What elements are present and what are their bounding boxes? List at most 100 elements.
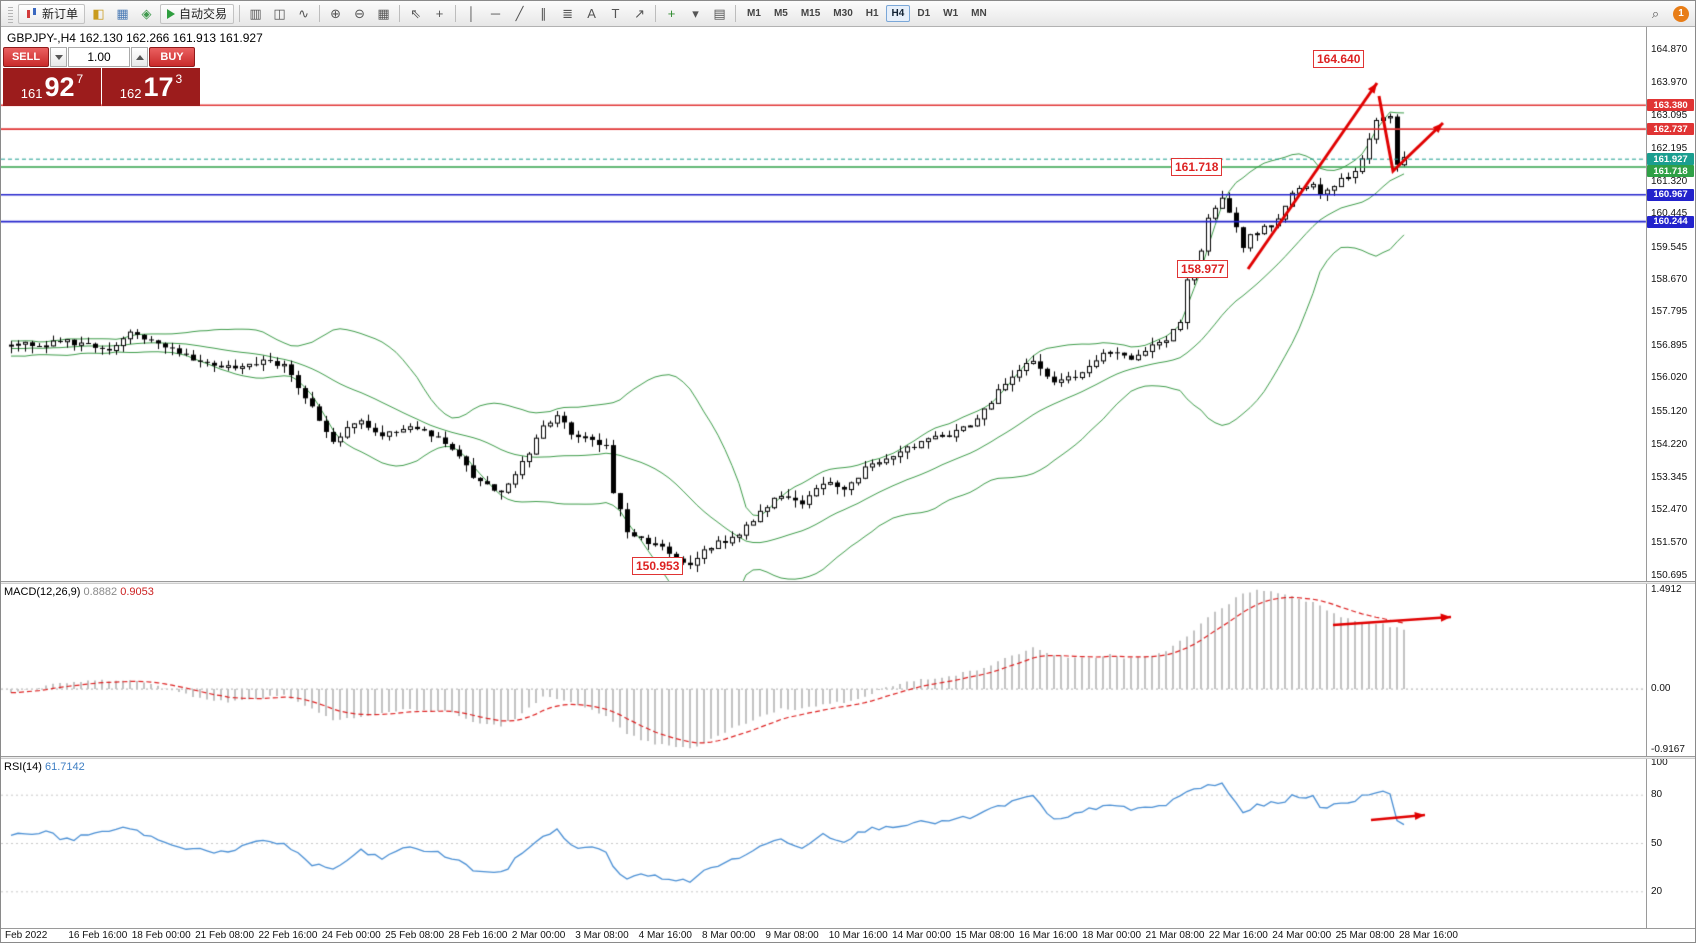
price-annotation[interactable]: 161.718 [1171,157,1223,176]
indicators-icon[interactable]: + [667,6,676,21]
price-annotation[interactable]: 164.640 [1313,49,1365,68]
autotrade-label: 自动交易 [179,7,228,21]
price-axis-tick: 158.670 [1651,274,1688,286]
market-watch-icon[interactable]: ◧ [92,5,105,21]
price-axis-tick: 159.545 [1651,241,1688,253]
time-axis-label: 24 Feb 00:00 [321,930,381,941]
tile-windows-icon[interactable]: ▦ [377,5,390,21]
vertical-line-icon[interactable]: │ [467,6,476,21]
arrow-tool-icon[interactable]: ↗ [634,5,645,21]
timeframe-toolbar: M1 M5 M15 M30 H1 H4 D1 W1 MN [741,5,993,22]
zoom-in-icon[interactable]: ⊕ [330,5,341,21]
timeframe-m1[interactable]: M1 [747,8,761,19]
autotrade-button[interactable]: 自动交易 [160,3,235,24]
price-line-tag[interactable]: 160.967 [1647,188,1694,201]
timeframe-mn[interactable]: MN [971,8,987,19]
time-axis-label: 14 Mar 00:00 [892,930,952,941]
timeframe-m30[interactable]: M30 [833,8,853,19]
equidistant-channel-icon[interactable]: ∥ [540,5,547,21]
buy-price-display[interactable]: 162 17 3 [102,68,200,106]
periods-icon[interactable]: ▾ [692,5,699,21]
sell-price-prefix: 161 [20,86,43,101]
candlestick-chart-icon[interactable]: ◫ [273,5,286,21]
time-axis-label: 21 Feb 08:00 [195,930,255,941]
time-axis-label: 2 Mar 00:00 [511,930,566,941]
timeframe-w1[interactable]: W1 [943,8,959,19]
rsi-axis-tick: 20 [1651,885,1663,897]
time-axis-label: 24 Mar 00:00 [1272,930,1332,941]
price-axis-tick: 163.970 [1651,77,1688,89]
timeframe-h1[interactable]: H1 [865,8,879,19]
search-icon[interactable]: ⌕ [1651,5,1660,21]
price-line-tag[interactable]: 160.244 [1647,215,1694,228]
toolbar-separator [239,5,241,22]
bar-chart-icon[interactable]: ▥ [249,5,262,21]
sell-price-display[interactable]: 161 92 7 [3,68,101,106]
price-line-tag[interactable]: 162.737 [1647,123,1694,136]
macd-axis-tick: 1.4912 [1651,584,1682,595]
line-chart-icon[interactable]: ∿ [298,5,309,21]
price-axis-tick: 154.220 [1651,439,1688,451]
time-axis-label: 22 Feb 16:00 [258,930,318,941]
price-axis-tick: 156.020 [1651,372,1688,384]
volume-down-button[interactable] [50,47,67,67]
volume-input[interactable] [68,47,130,67]
bid-price-tag[interactable]: 161.927 [1647,153,1694,166]
timeframe-h4[interactable]: H4 [885,5,911,22]
price-axis-tick: 164.870 [1651,44,1688,55]
price-axis-tick: 153.345 [1651,471,1688,483]
crosshair-icon[interactable]: + [435,6,444,21]
new-order-button[interactable]: 新订单 [18,3,86,24]
new-order-icon [25,7,38,20]
cursor-icon[interactable]: ⇖ [410,5,421,21]
panel-splitter-rsi[interactable] [1,756,1695,759]
data-window-icon[interactable]: ▦ [116,5,129,21]
rsi-axis-tick: 100 [1651,757,1668,768]
price-axis-tick: 161.320 [1651,175,1688,187]
macd-name: MACD(12,26,9) [4,586,81,598]
horizontal-line-icon[interactable]: ─ [490,6,501,21]
macd-axis-tick: 0.00 [1651,683,1671,695]
timeframe-m5[interactable]: M5 [773,8,788,19]
price-axis-tick: 160.445 [1651,208,1688,220]
label-icon[interactable]: T [611,6,620,21]
toolbar-grip[interactable] [8,4,13,23]
one-click-trading-panel: SELL BUY 161 92 7 162 17 3 [3,47,201,106]
notification-badge[interactable]: 1 [1673,5,1689,22]
macd-axis-tick: -0.9167 [1651,744,1685,755]
price-annotation[interactable]: 150.953 [632,557,684,576]
price-axis-tick: 163.095 [1651,109,1688,121]
price-annotation[interactable]: 158.977 [1177,259,1229,278]
text-icon[interactable]: A [587,6,596,21]
navigator-icon[interactable]: ◈ [141,5,152,21]
macd-value: 0.8882 [83,586,118,598]
buy-button[interactable]: BUY [149,47,195,67]
price-axis-tick: 155.120 [1651,405,1688,417]
timeframe-d1[interactable]: D1 [917,8,931,19]
fibonacci-icon[interactable]: ≣ [562,5,573,21]
time-axis-label: 18 Feb 00:00 [131,930,191,941]
price-axis-separator [1646,27,1647,928]
price-line-tag[interactable]: 161.718 [1647,165,1694,178]
time-axis-label: 16 Mar 16:00 [1018,930,1078,941]
price-line-tag[interactable]: 163.380 [1647,99,1694,112]
trendline-icon[interactable]: ╱ [515,5,524,21]
time-axis-label: 9 Mar 08:00 [765,930,819,941]
volume-up-button[interactable] [131,47,148,67]
panel-splitter-macd[interactable] [1,581,1695,584]
timeframe-m15[interactable]: M15 [800,8,821,19]
time-axis-label: 3 Mar 08:00 [575,930,629,941]
triangle-up-icon [135,54,144,60]
toolbar: 新订单 ◧ ▦ ◈ 自动交易 ▥ ◫ ∿ ⊕ ⊖ ▦ ⇖ + │ ─ ╱ ∥ ≣ A T ↗ + ▾ ▤ M1 M5 M15… [1,1,1695,27]
template-icon[interactable]: ▤ [713,5,726,21]
triangle-down-icon [54,54,63,60]
time-axis[interactable] [1,928,1695,942]
rsi-value: 61.7142 [44,761,85,773]
price-axis-tick: 156.895 [1651,339,1688,351]
toolbar-separator [319,5,321,22]
sell-button[interactable]: SELL [3,47,49,67]
time-axis-label: 16 Feb 16:00 [68,930,128,941]
zoom-out-icon[interactable]: ⊖ [354,5,365,21]
